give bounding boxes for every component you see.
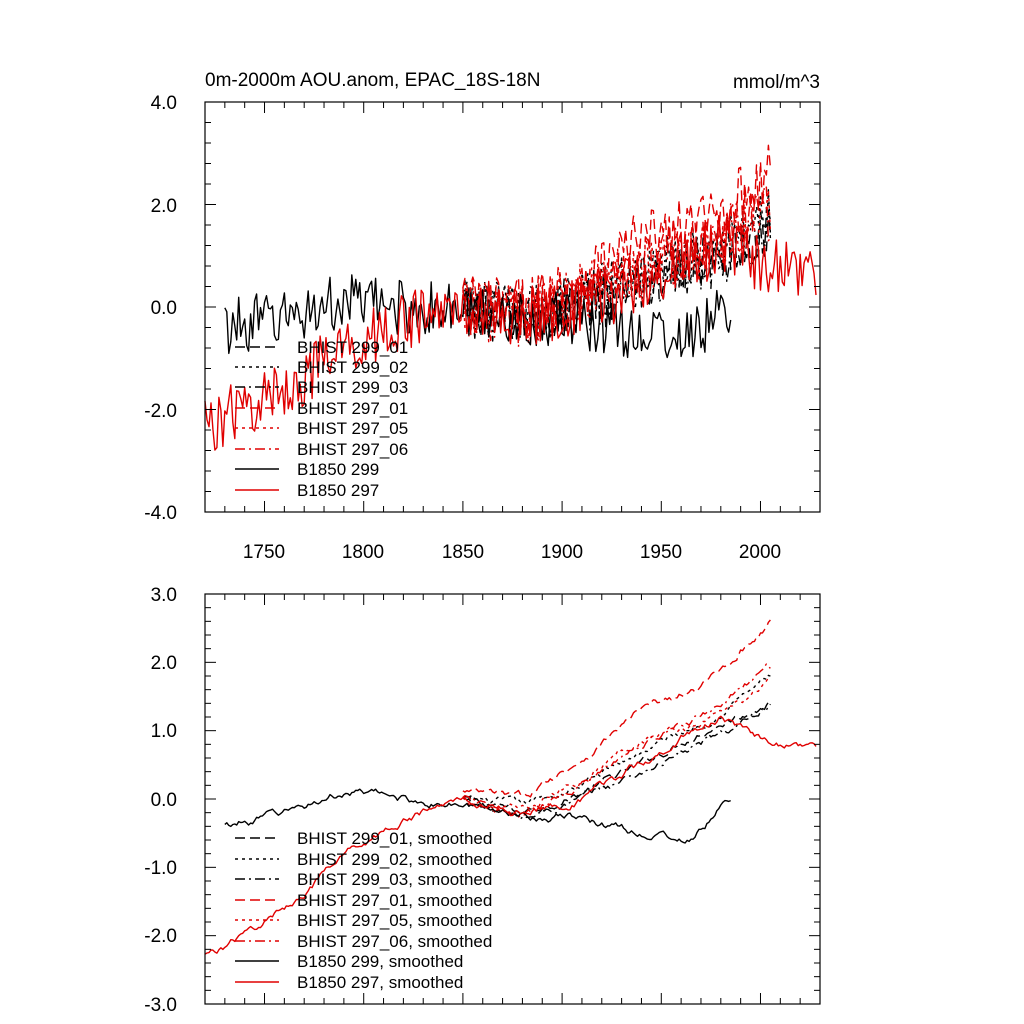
- bottom-ytick-label: -2.0: [144, 926, 177, 947]
- bottom-series-line-bhist-299-01-smoothed: [462, 701, 771, 814]
- bottom-legend-item: B1850 297, smoothed: [235, 973, 463, 992]
- top-xtick-label: 1850: [442, 542, 484, 563]
- top-series-line-bhist-297-06: [462, 184, 771, 348]
- top-legend-item: BHIST 297_05: [235, 419, 408, 438]
- top-legend: BHIST 299_01 BHIST 299_02 BHIST 299_03 B…: [235, 338, 408, 500]
- top-ytick-label: 4.0: [151, 93, 177, 114]
- bottom-legend-label: BHIST 297_01, smoothed: [297, 891, 492, 910]
- bottom-series-line-b1850-297-smoothed: [204, 715, 817, 955]
- top-ytick-label: 2.0: [151, 196, 177, 217]
- top-legend-item: BHIST 299_03: [235, 378, 408, 397]
- top-chart-units: mmol/m^3: [733, 72, 820, 93]
- bottom-legend-item: BHIST 299_02, smoothed: [235, 850, 492, 869]
- bottom-legend-item: BHIST 299_03, smoothed: [235, 870, 492, 889]
- bottom-series-line-bhist-297-06-smoothed: [462, 663, 771, 818]
- top-legend-label: BHIST 297_01: [297, 399, 408, 418]
- bottom-legend-label: BHIST 299_01, smoothed: [297, 829, 492, 848]
- top-legend-item: B1850 297: [235, 481, 379, 500]
- top-legend-item: B1850 299: [235, 460, 379, 479]
- top-series-line-bhist-299-02: [462, 189, 772, 337]
- bottom-ytick-label: -1.0: [144, 858, 177, 879]
- bottom-legend-label: BHIST 299_03, smoothed: [297, 870, 492, 889]
- bottom-ytick-label: 2.0: [151, 653, 177, 674]
- bottom-series-line-bhist-297-05-smoothed: [462, 677, 771, 811]
- top-legend-label: B1850 297: [297, 481, 379, 500]
- top-series-line-b1850-297: [204, 214, 817, 451]
- bottom-ytick-label: 0.0: [151, 790, 177, 811]
- top-legend-label: BHIST 299_03: [297, 378, 408, 397]
- top-xtick-label: 1750: [243, 542, 285, 563]
- bottom-series-line-bhist-297-01-smoothed: [462, 619, 771, 798]
- top-ytick-label: 0.0: [151, 298, 177, 319]
- bottom-ytick-label: 3.0: [151, 585, 177, 606]
- top-legend-item: BHIST 297_01: [235, 399, 408, 418]
- bottom-panel: 3.0 2.0 1.0 0.0 -1.0 -2.0 -3.0 BHIST 299…: [144, 585, 821, 1016]
- bottom-axis-ticks: [205, 593, 821, 1005]
- bottom-legend: BHIST 299_01, smoothed BHIST 299_02, smo…: [235, 829, 492, 992]
- bottom-legend-item: B1850 299, smoothed: [235, 952, 463, 971]
- top-legend-item: BHIST 299_02: [235, 358, 408, 377]
- bottom-series-line-b1850-299-smoothed: [224, 788, 731, 844]
- bottom-legend-item: BHIST 297_05, smoothed: [235, 911, 492, 930]
- top-legend-item: BHIST 299_01: [235, 338, 408, 357]
- bottom-legend-item: BHIST 297_01, smoothed: [235, 891, 492, 910]
- top-plot-series: [204, 144, 817, 451]
- top-ytick-label: -4.0: [144, 503, 177, 524]
- top-legend-label: BHIST 299_02: [297, 358, 408, 377]
- bottom-legend-label: BHIST 297_05, smoothed: [297, 911, 492, 930]
- bottom-legend-label: BHIST 299_02, smoothed: [297, 850, 492, 869]
- top-axis-ticks: [205, 101, 821, 513]
- bottom-plot-series: [204, 619, 817, 955]
- top-xtick-label: 1800: [342, 542, 384, 563]
- top-series-line-bhist-297-05: [462, 189, 772, 344]
- top-legend-label: BHIST 299_01: [297, 338, 408, 357]
- bottom-legend-item: BHIST 299_01, smoothed: [235, 829, 492, 848]
- top-legend-label: BHIST 297_05: [297, 419, 408, 438]
- top-xtick-label: 1950: [640, 542, 682, 563]
- bottom-ytick-label: 1.0: [151, 721, 177, 742]
- top-chart-title: 0m-2000m AOU.anom, EPAC_18S-18N: [205, 70, 540, 91]
- bottom-legend-label: B1850 299, smoothed: [297, 952, 463, 971]
- top-series-line-bhist-297-01: [462, 144, 772, 336]
- bottom-ytick-label: -3.0: [144, 995, 177, 1016]
- top-ytick-label: -2.0: [144, 401, 177, 422]
- bottom-legend-label: B1850 297, smoothed: [297, 973, 463, 992]
- top-xtick-label: 2000: [739, 542, 781, 563]
- bottom-series-line-bhist-299-02-smoothed: [462, 674, 771, 805]
- top-legend-item: BHIST 297_06: [235, 440, 408, 459]
- top-panel: 0m-2000m AOU.anom, EPAC_18S-18N mmol/m^3…: [144, 70, 821, 563]
- bottom-legend-label: BHIST 297_06, smoothed: [297, 932, 492, 951]
- bottom-legend-item: BHIST 297_06, smoothed: [235, 932, 492, 951]
- top-legend-label: B1850 299: [297, 460, 379, 479]
- top-legend-label: BHIST 297_06: [297, 440, 408, 459]
- top-xtick-label: 1900: [541, 542, 583, 563]
